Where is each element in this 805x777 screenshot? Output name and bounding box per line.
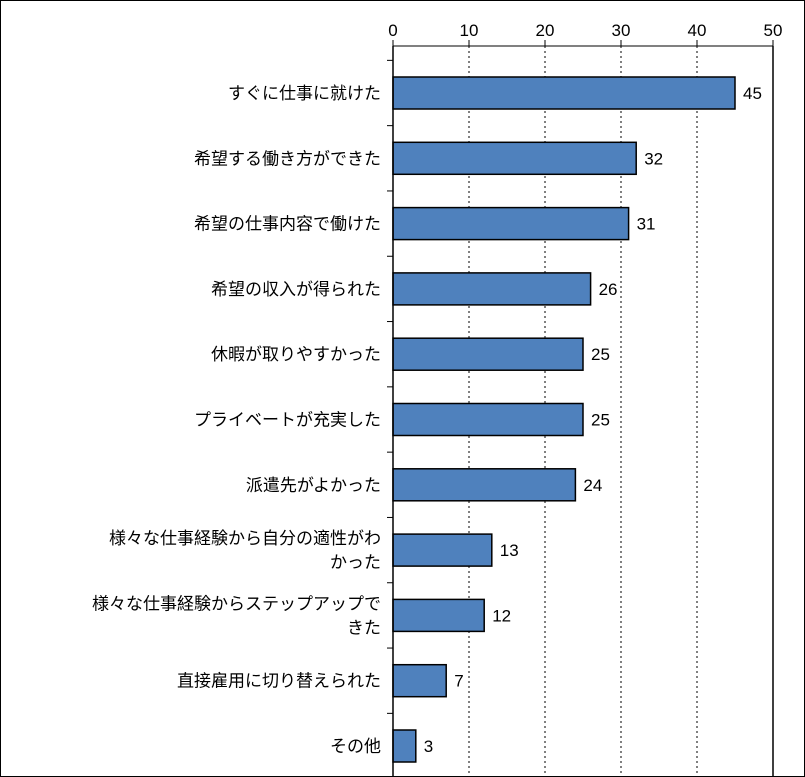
data-label: 7 [454,672,463,691]
bar [392,598,485,633]
data-label: 3 [424,737,433,756]
labels: 0 10 20 30 40 50 45 すぐに仕事に就けた 32 希望する働き方ができた 31 希望の… [92,21,782,757]
data-label: 45 [743,84,762,103]
data-label: 26 [599,280,618,299]
bar [392,76,736,110]
axes [387,40,774,777]
bar [392,663,447,698]
bar [392,272,592,306]
bar [392,337,584,371]
bar [392,402,584,437]
data-label: 25 [591,411,610,430]
data-label: 24 [583,476,602,495]
bar [392,468,577,502]
category-label: 様々な仕事経験から自分の適性がわかった [109,529,381,573]
bar [392,206,630,241]
category-label: 派遣先がよかった [246,476,381,496]
category-label-line: 直接雇用に切り替えられた [177,672,381,692]
category-label: 直接雇用に切り替えられた [177,672,381,692]
x-tick-label: 30 [612,21,631,40]
bar [392,141,637,176]
category-label-line: きた [347,618,381,638]
category-label-line: かった [330,553,381,573]
category-label-line: すぐに仕事に就けた [228,84,381,104]
category-label: プライベートが充実した [194,411,381,431]
category-label: 希望の仕事内容で働けた [194,215,381,235]
bars [392,76,736,763]
x-tick-label: 0 [388,21,397,40]
category-label-line: 様々な仕事経験からステップアップで [92,594,381,614]
data-label: 32 [644,149,663,168]
x-tick-label: 10 [460,21,479,40]
category-label: すぐに仕事に就けた [228,84,381,104]
category-label-line: 休暇が取りやすかった [211,345,381,365]
bar [392,533,493,567]
category-label-line: その他 [330,737,381,757]
x-tick-label: 20 [536,21,555,40]
category-label: 様々な仕事経験からステップアップできた [92,594,381,638]
category-label-line: 希望の仕事内容で働けた [194,215,381,235]
category-label-line: 様々な仕事経験から自分の適性がわ [109,529,381,549]
category-label: 希望の収入が得られた [211,280,381,300]
data-label: 25 [591,345,610,364]
category-label-line: 希望する働き方ができた [194,149,381,169]
category-label: 希望する働き方ができた [194,149,381,169]
category-label: 休暇が取りやすかった [211,345,381,365]
data-label: 31 [637,215,656,234]
category-label-line: プライベートが充実した [194,411,381,431]
category-label-line: 希望の収入が得られた [211,280,381,300]
data-label: 12 [492,606,511,625]
bar [392,729,417,763]
data-label: 13 [500,541,519,560]
x-tick-label: 50 [764,21,783,40]
category-label-line: 派遣先がよかった [246,476,381,496]
x-tick-label: 40 [688,21,707,40]
category-label: その他 [330,737,381,757]
